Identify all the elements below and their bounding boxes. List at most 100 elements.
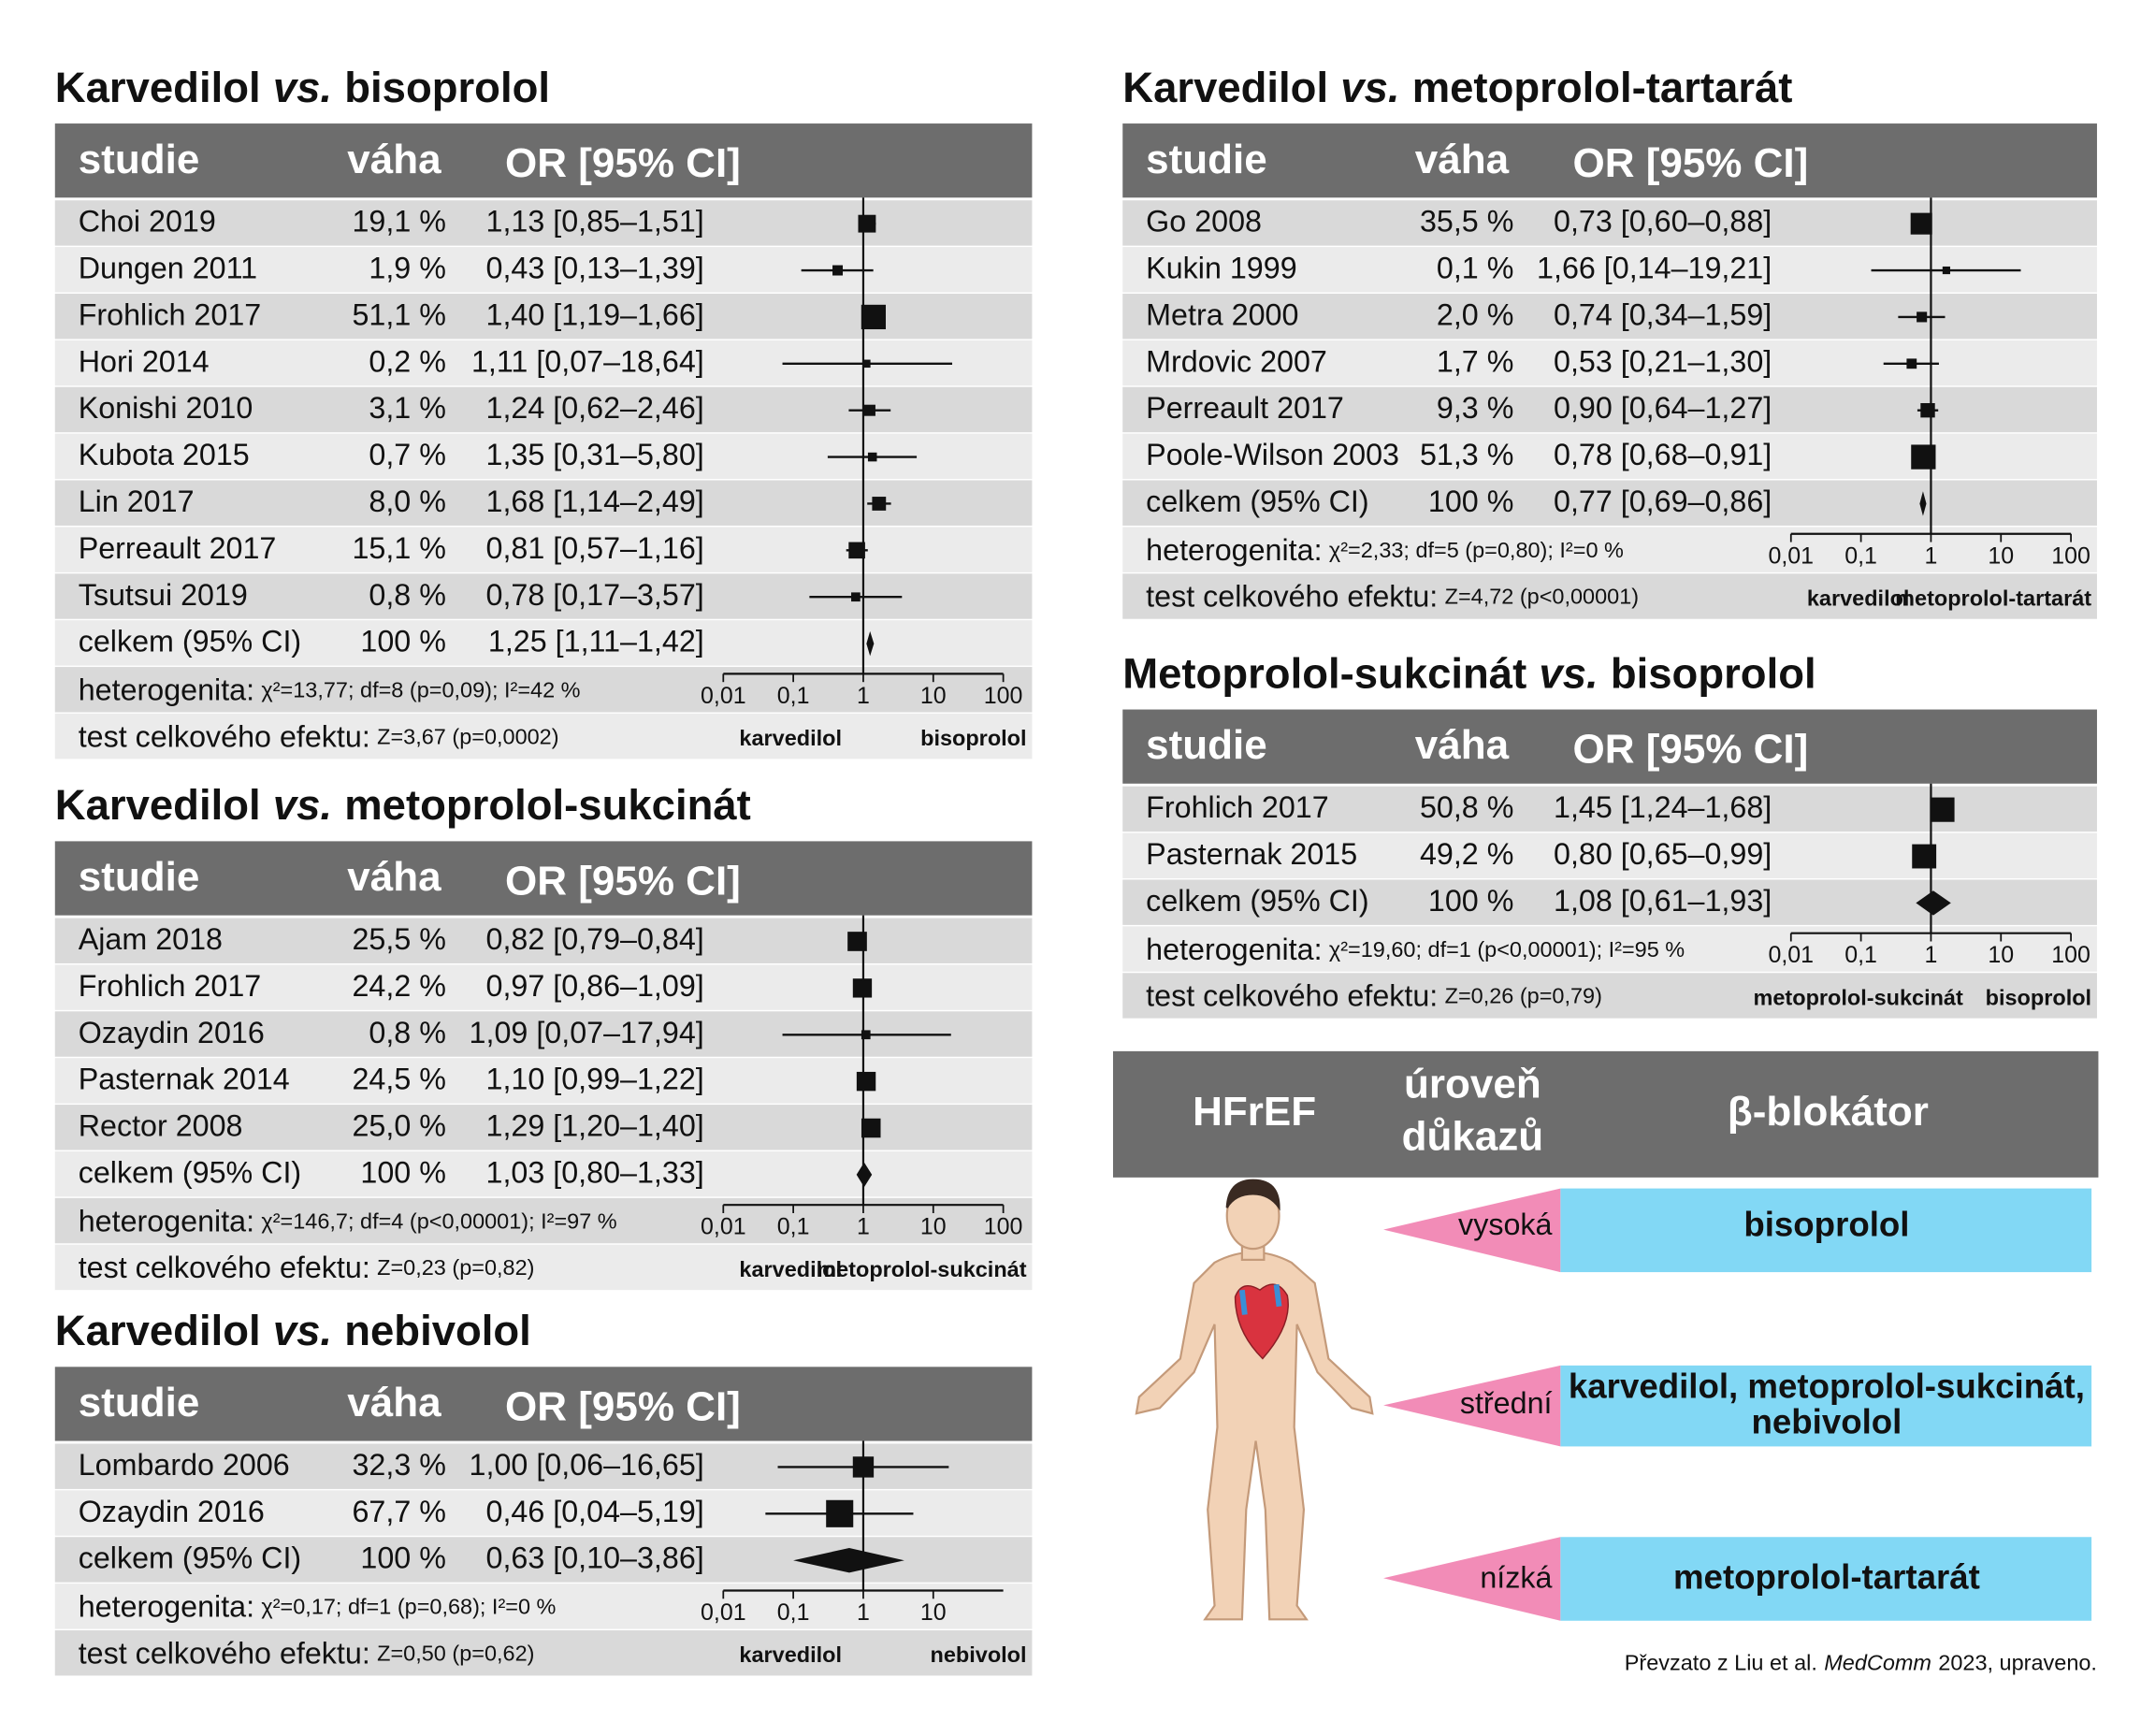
- or-label: 1,29 [1,20–1,40]: [486, 1109, 704, 1143]
- plot-title: Karvedilol vs. nebivolol: [55, 1307, 531, 1354]
- study-square: [1942, 266, 1950, 275]
- stat-label: test celkového efektu:: [1146, 978, 1438, 1012]
- weight-label: 24,5 %: [352, 1063, 445, 1096]
- study-name: Mrdovic 2007: [1146, 344, 1327, 378]
- overall-effect: test celkového efektu: Z=4,72 (p<0,00001): [1146, 579, 1639, 613]
- weight-label: 25,5 %: [352, 922, 445, 956]
- study-name: Go 2008: [1146, 205, 1262, 239]
- total-name: celkem (95% CI): [1146, 884, 1368, 918]
- x-tick-label: 10: [1988, 542, 2014, 569]
- weight-label: 32,3 %: [352, 1448, 445, 1482]
- title-part: vs.: [273, 1307, 332, 1354]
- study-name: Pasternak 2014: [79, 1063, 290, 1096]
- study-name: Perreault 2017: [79, 531, 277, 565]
- level-wedge: [1383, 1365, 1561, 1447]
- total-name: celkem (95% CI): [79, 625, 301, 658]
- study-square: [851, 592, 861, 602]
- weight-label: 49,2 %: [1420, 837, 1513, 871]
- table-header: [1122, 709, 2097, 784]
- x-tick-label: 0,01: [701, 683, 746, 709]
- weight-label: 1,7 %: [1437, 344, 1514, 378]
- favours-right: bisoprolol: [1986, 985, 2091, 1009]
- stat-label: heterogenita:: [1146, 532, 1322, 566]
- credit-part: Převzato z Liu et al.: [1625, 1651, 1817, 1675]
- x-tick-label: 10: [920, 683, 947, 709]
- stat-label: heterogenita:: [1146, 932, 1322, 965]
- column-header: studie: [79, 137, 200, 182]
- credit: Převzato z Liu et al. MedComm 2023, uprave…: [1625, 1651, 2097, 1675]
- study-name: Poole-Wilson 2003: [1146, 438, 1399, 471]
- or-label: 1,00 [0,06–16,65]: [470, 1448, 704, 1482]
- credit-part: MedComm: [1824, 1651, 1931, 1675]
- drug-label: bisoprolol: [1743, 1205, 1909, 1243]
- table-header: [54, 841, 1033, 916]
- total-or: 0,77 [0,69–0,86]: [1554, 485, 1772, 518]
- title-part: vs.: [1340, 64, 1399, 111]
- x-tick-label: 0,01: [701, 1599, 746, 1626]
- or-label: 0,80 [0,65–0,99]: [1554, 837, 1772, 871]
- study-name: Rector 2008: [79, 1109, 243, 1143]
- or-label: 0,53 [0,21–1,30]: [1554, 344, 1772, 378]
- study-square: [852, 1456, 875, 1478]
- stat-value: χ²=19,60; df=1 (p<0,00001); I²=95 %: [1329, 937, 1685, 962]
- weight-label: 50,8 %: [1420, 790, 1513, 824]
- or-label: 0,46 [0,04–5,19]: [486, 1495, 704, 1528]
- row-band: [54, 918, 1033, 963]
- column-header: váha: [347, 137, 441, 182]
- study-square: [856, 1071, 876, 1092]
- or-label: 0,81 [0,57–1,16]: [486, 531, 704, 565]
- or-label: 0,74 [0,34–1,59]: [1554, 297, 1772, 331]
- or-label: 0,43 [0,13–1,39]: [486, 252, 704, 285]
- x-tick-label: 10: [1988, 942, 2014, 968]
- or-label: 0,97 [0,86–1,09]: [486, 969, 704, 1003]
- forest-plot: Karvedilol vs. metoprolol-tartarát studie vá…: [1122, 64, 2097, 619]
- stat-label: heterogenita:: [79, 673, 254, 706]
- weight-label: 0,2 %: [369, 344, 446, 378]
- favours-right: nebivolol: [931, 1642, 1027, 1667]
- forest-plot: Karvedilol vs. nebivolol studie váha OR [95% …: [54, 1307, 1033, 1676]
- level-label: střední: [1460, 1386, 1553, 1420]
- total-diamond: [793, 1547, 904, 1573]
- stat-value: χ²=0,17; df=1 (p=0,68); I²=0 %: [261, 1595, 556, 1619]
- or-label: 1,35 [0,31–5,80]: [486, 438, 704, 471]
- favours-right: bisoprolol: [920, 726, 1026, 750]
- title-part: vs.: [273, 64, 332, 111]
- column-header: váha: [1415, 722, 1510, 768]
- stat-value: Z=0,23 (p=0,82): [377, 1255, 534, 1280]
- study-name: Frohlich 2017: [79, 969, 262, 1003]
- or-label: 1,09 [0,07–17,94]: [470, 1016, 704, 1049]
- x-tick-label: 0,01: [701, 1214, 746, 1240]
- study-square: [872, 497, 887, 511]
- level-label: nízká: [1480, 1560, 1552, 1594]
- study-name: Pasternak 2015: [1146, 837, 1357, 871]
- study-name: Metra 2000: [1146, 297, 1298, 331]
- level-label: vysoká: [1458, 1208, 1552, 1241]
- weight-label: 67,7 %: [352, 1495, 445, 1528]
- forest-plot: Metoprolol-sukcinát vs. bisoprolol studie vá…: [1122, 649, 2097, 1019]
- column-header: OR [95% CI]: [505, 1383, 741, 1429]
- study-square: [861, 304, 886, 330]
- weight-label: 0,8 %: [369, 578, 446, 612]
- stat-value: Z=3,67 (p=0,0002): [377, 725, 558, 749]
- weight-label: 9,3 %: [1437, 391, 1514, 425]
- overall-effect: test celkového efektu: Z=0,23 (p=0,82): [79, 1251, 535, 1284]
- favours-right: metoprolol-tartarát: [1895, 586, 2091, 610]
- stat-label: test celkového efektu:: [1146, 579, 1438, 613]
- x-tick-label: 0,1: [777, 683, 810, 709]
- total-name: celkem (95% CI): [79, 1155, 301, 1189]
- favours-left: metoprolol-sukcinát: [1754, 985, 1963, 1009]
- info-header-text: důkazů: [1402, 1113, 1544, 1159]
- x-tick-label: 1: [1924, 542, 1937, 569]
- weight-label: 0,1 %: [1437, 252, 1514, 285]
- title-part: Karvedilol: [55, 781, 261, 829]
- stat-value: Z=0,26 (p=0,79): [1445, 984, 1602, 1008]
- study-square: [826, 1499, 854, 1527]
- study-square: [863, 404, 875, 416]
- total-or: 1,03 [0,80–1,33]: [486, 1155, 704, 1189]
- study-square: [867, 452, 877, 462]
- heterogeneity: heterogenita: χ²=2,33; df=5 (p=0,80); I²=…: [1146, 532, 1624, 566]
- column-header: studie: [1146, 722, 1267, 768]
- stat-value: χ²=13,77; df=8 (p=0,09); I²=42 %: [261, 678, 580, 702]
- total-diamond: [1916, 890, 1951, 916]
- title-part: metoprolol-sukcinát: [344, 781, 751, 829]
